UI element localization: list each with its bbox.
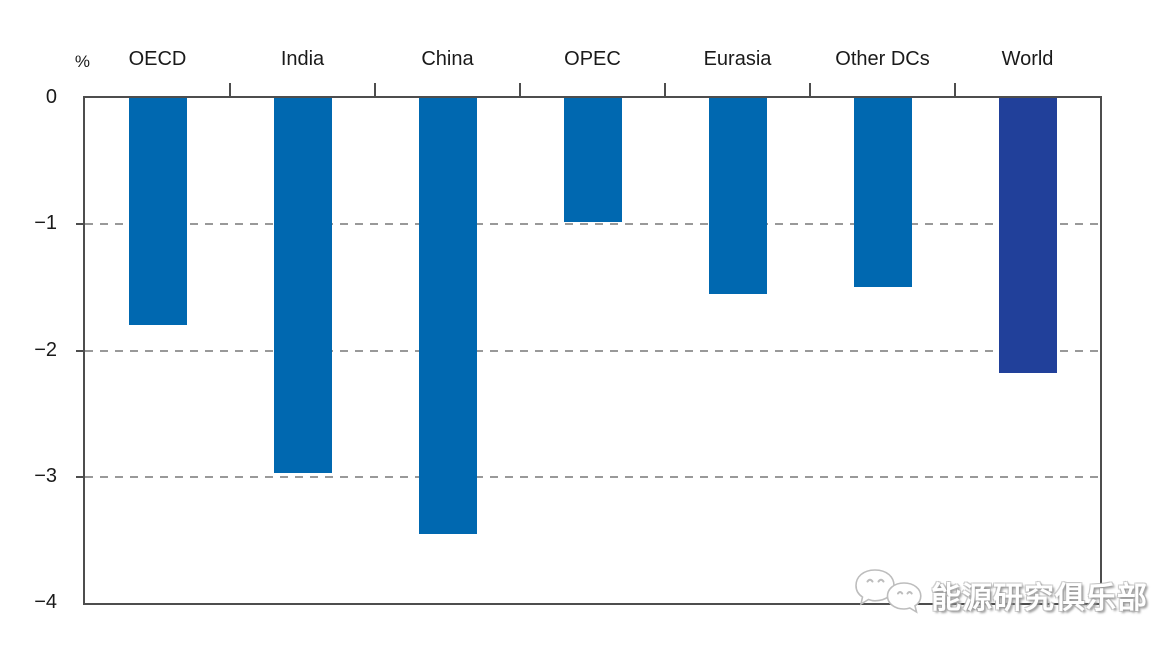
gridline-2	[85, 349, 1100, 352]
category-boundary-tick	[954, 83, 956, 96]
x-axis-label: OPEC	[564, 48, 621, 70]
category-boundary-tick	[809, 83, 811, 96]
bar-world	[998, 98, 1057, 374]
bar-opec	[563, 98, 622, 222]
bar-china	[418, 98, 477, 534]
y-axis-tick	[76, 223, 83, 226]
plot-area	[76, 83, 1102, 605]
bar-other-dcs	[853, 98, 912, 288]
y-axis-label: −3	[34, 464, 57, 487]
category-boundary-tick	[229, 83, 231, 96]
watermark: 能源研究俱乐部	[853, 566, 1148, 624]
category-boundary-tick	[374, 83, 376, 96]
watermark-text: 能源研究俱乐部	[931, 582, 1148, 615]
bar-india	[273, 98, 332, 473]
x-axis-label: Other DCs	[835, 48, 930, 70]
x-axis-label: China	[421, 48, 474, 70]
gridline-1	[85, 223, 1100, 226]
y-axis-label: 0	[45, 86, 57, 108]
category-boundary-tick	[519, 83, 521, 96]
y-axis-label: −4	[34, 591, 57, 613]
category-boundary-tick	[664, 83, 666, 96]
x-axis-label: OECD	[128, 48, 187, 70]
y-axis-label: −2	[34, 338, 57, 361]
y-axis-label: −1	[34, 212, 57, 235]
y-axis-tick	[76, 349, 83, 352]
unit-label: %	[74, 52, 90, 71]
x-axis-label: India	[280, 48, 325, 70]
bar-eurasia	[708, 98, 767, 294]
x-axis-label: Eurasia	[703, 48, 772, 70]
x-axis-label: World	[1001, 48, 1054, 70]
gridline-3	[85, 475, 1100, 478]
y-axis-tick	[76, 475, 83, 478]
wechat-icon	[855, 569, 922, 614]
bar-oecd	[128, 98, 187, 326]
